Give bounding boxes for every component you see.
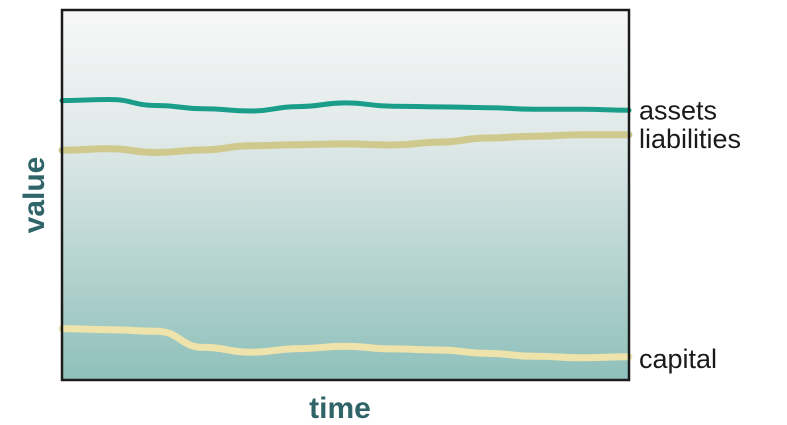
series-layer (58, 97, 633, 362)
series-line-liabilities (58, 131, 633, 156)
series-label-capital: capital (639, 344, 717, 374)
y-axis-label: value (18, 157, 51, 234)
plot-area (62, 10, 629, 380)
series-line-assets (59, 97, 632, 114)
series-line-capital (58, 325, 633, 362)
series-label-assets: assets (639, 95, 717, 125)
series-label-liabilities: liabilities (639, 124, 741, 154)
x-axis-label: time (309, 392, 371, 425)
plot-frame (60, 8, 631, 382)
